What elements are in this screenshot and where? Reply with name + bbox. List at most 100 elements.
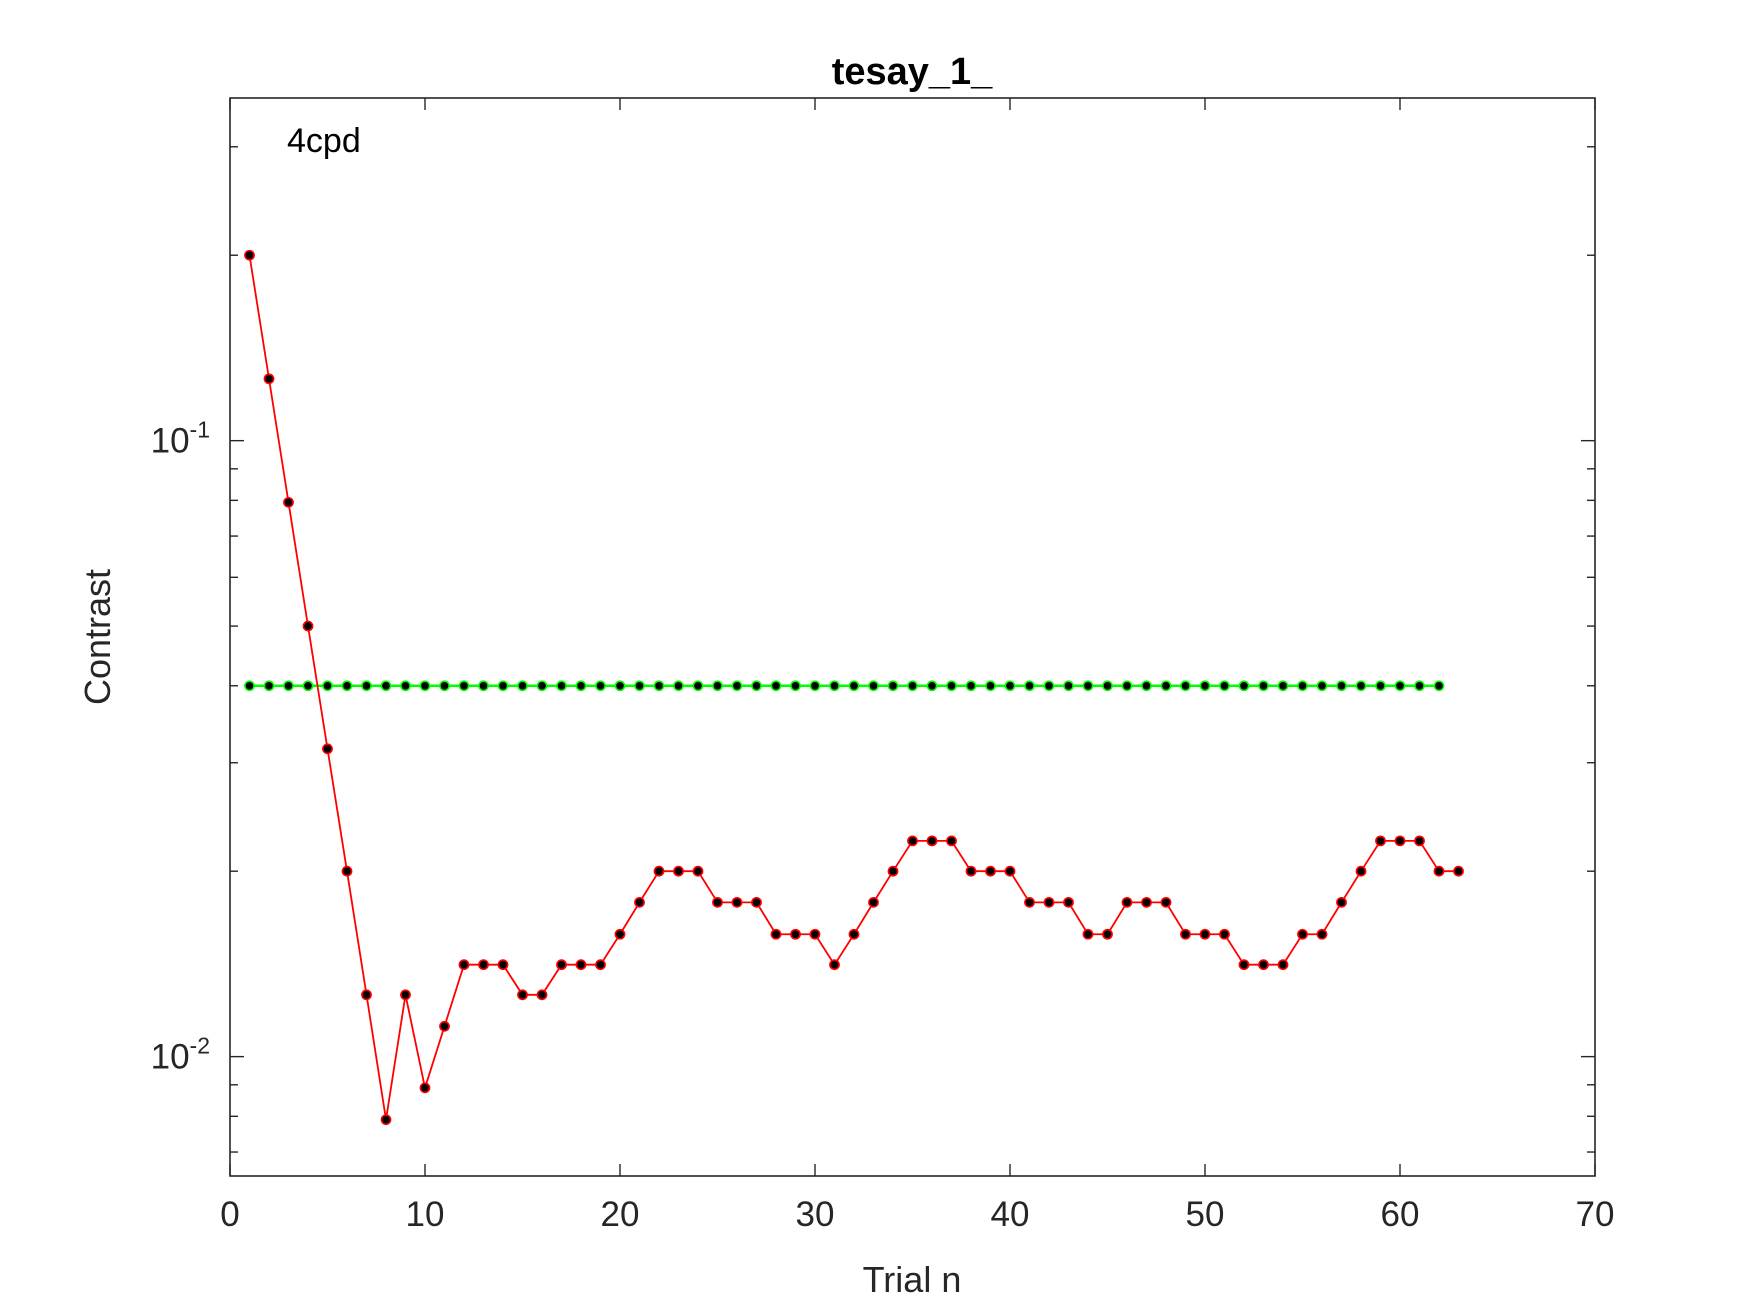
series-0 — [244, 249, 1464, 1126]
series-1-point — [673, 680, 684, 692]
series-1-point — [1063, 680, 1074, 692]
x-tick-label: 10 — [406, 1195, 445, 1234]
series-0-point — [809, 928, 821, 940]
series-1-point — [907, 680, 918, 692]
series-0-point — [1141, 896, 1152, 908]
series-0-point — [1277, 959, 1289, 971]
series-0-point — [653, 865, 665, 877]
series-1-point — [1160, 680, 1172, 692]
series-0-point — [419, 1082, 431, 1094]
series-0-point — [692, 865, 704, 877]
series-0-point — [1453, 865, 1464, 877]
y-tick-exponent: -1 — [190, 417, 210, 443]
series-0-point — [1394, 835, 1406, 847]
series-0-point — [1180, 928, 1191, 940]
series-1-point — [1102, 680, 1113, 692]
series-0-point — [1024, 896, 1035, 908]
series-1-point — [1414, 680, 1425, 692]
series-0-point — [1355, 865, 1367, 877]
series-0-point — [926, 835, 938, 847]
series-0-point — [1433, 865, 1445, 877]
series-0-point — [965, 865, 977, 877]
series-0-point — [575, 959, 587, 971]
series-1-point — [751, 680, 762, 692]
series-1-point — [1277, 680, 1289, 692]
series-0-point — [1004, 865, 1016, 877]
series-1-point — [1180, 680, 1191, 692]
series-1-point — [829, 680, 840, 692]
series-1-point — [868, 680, 879, 692]
series-0-point — [1219, 928, 1230, 940]
series-1-point — [400, 680, 411, 692]
series-1-point — [575, 680, 587, 692]
y-tick-base: 10 — [151, 422, 190, 461]
series-0-point — [302, 620, 314, 632]
x-tick-labels: 0 10 20 30 40 50 60 70 — [220, 1195, 1614, 1234]
series-0-point — [1199, 928, 1211, 940]
x-axis-label: Trial n — [863, 1259, 962, 1300]
series-1-point — [887, 680, 899, 692]
series-1-point — [497, 680, 509, 692]
series-1-point — [341, 680, 353, 692]
series-1-point — [536, 680, 548, 692]
series-1-point — [361, 680, 372, 692]
series-0-point — [556, 959, 567, 971]
x-tick-label: 20 — [601, 1195, 640, 1234]
series-1-point — [926, 680, 938, 692]
series-1-point — [985, 680, 996, 692]
annotation-4cpd: 4cpd — [287, 122, 361, 160]
series-1-point — [1004, 680, 1016, 692]
series-0-point — [400, 989, 411, 1001]
series-0-point — [439, 1020, 450, 1032]
series-0-point — [1063, 896, 1074, 908]
x-tick-label: 70 — [1576, 1195, 1615, 1234]
series-1-point — [478, 680, 489, 692]
x-tick-label: 40 — [991, 1195, 1030, 1234]
series-0-point — [322, 743, 333, 755]
series-0-point — [946, 835, 957, 847]
series-1-point — [1141, 680, 1152, 692]
series-layer — [244, 249, 1464, 1126]
plot-area — [230, 98, 1595, 1176]
series-0-point — [1043, 896, 1055, 908]
series-0-point — [1238, 959, 1250, 971]
series-1-point — [1355, 680, 1367, 692]
series-1-point — [419, 680, 431, 692]
series-0-point — [614, 928, 626, 940]
series-0-point — [263, 373, 275, 385]
series-0-point — [361, 989, 372, 1001]
series-1-point — [1316, 680, 1328, 692]
y-tick-labels: 10-210-1 — [151, 417, 210, 1077]
series-1-point — [1121, 680, 1133, 692]
series-1-point — [244, 680, 255, 692]
series-1-point — [1394, 680, 1406, 692]
series-1-point — [712, 680, 723, 692]
series-1-point — [380, 680, 392, 692]
series-0-point — [380, 1114, 392, 1126]
series-0-point — [478, 959, 489, 971]
series-1-point — [1258, 680, 1269, 692]
y-tick-base: 10 — [151, 1038, 190, 1077]
series-1-point — [1199, 680, 1211, 692]
x-tick-label: 30 — [796, 1195, 835, 1234]
series-0-point — [731, 896, 743, 908]
series-0-point — [1121, 896, 1133, 908]
series-1-point — [965, 680, 977, 692]
series-1-point — [946, 680, 957, 692]
series-0-point — [907, 835, 918, 847]
series-1-point — [283, 680, 294, 692]
series-0-point — [848, 928, 860, 940]
series-0-point — [790, 928, 801, 940]
series-1-point — [322, 680, 333, 692]
series-0-point — [517, 989, 528, 1001]
series-1-point — [731, 680, 743, 692]
y-tick-label: 10-1 — [151, 417, 210, 461]
x-tick-label: 50 — [1186, 1195, 1225, 1234]
series-1-point — [1082, 680, 1094, 692]
series-1-point — [809, 680, 821, 692]
series-0-point — [1258, 959, 1269, 971]
series-1-point — [556, 680, 567, 692]
series-0-point — [868, 896, 879, 908]
axes-box — [229, 97, 1596, 1177]
